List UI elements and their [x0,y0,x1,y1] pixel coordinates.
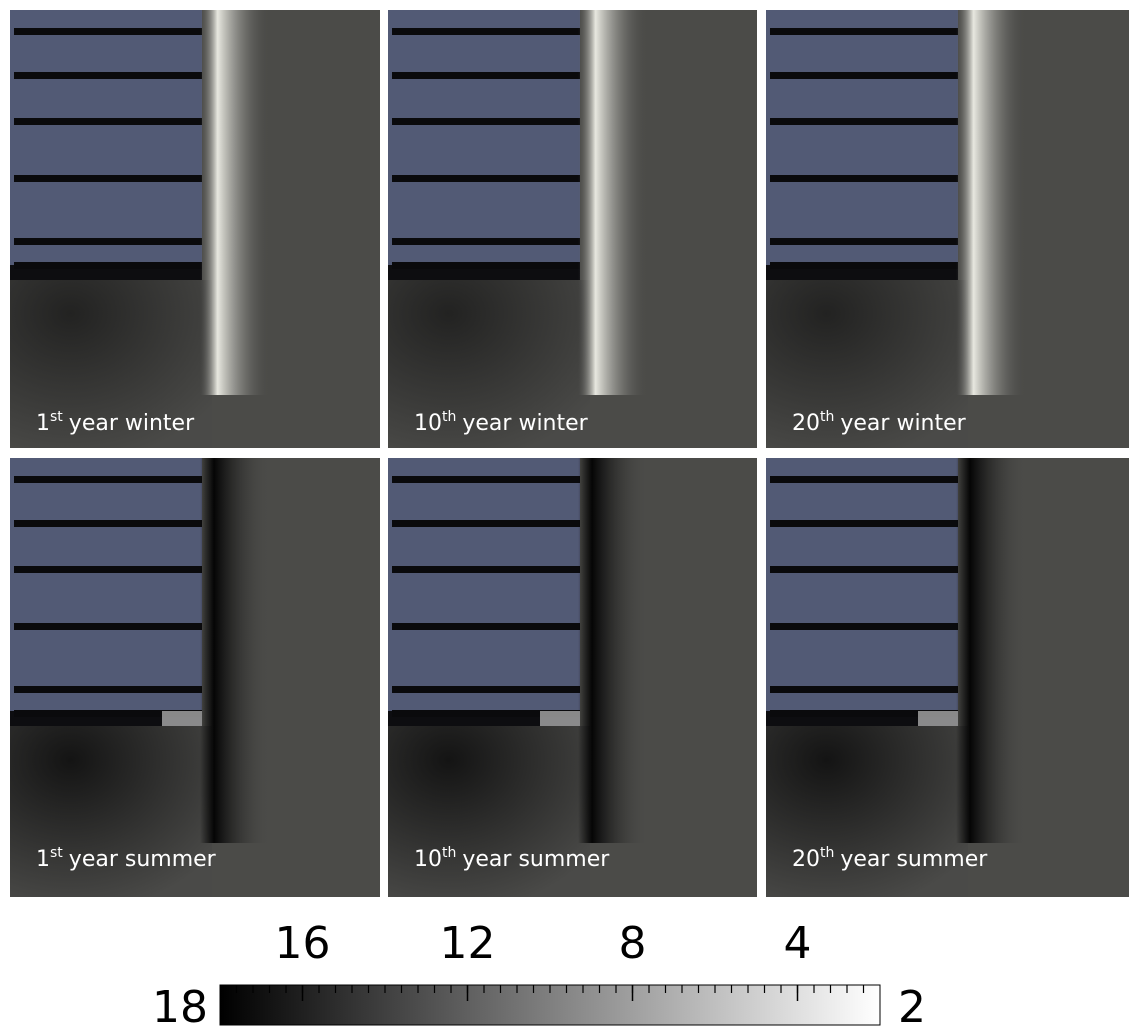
colorbar-end-label: 2 [898,982,926,1027]
label-suffix: th [442,845,456,861]
label-number: 1 [36,847,50,872]
label-number: 20 [792,847,820,872]
stripe [770,686,958,693]
label-number: 10 [414,847,442,872]
stripe [392,686,580,693]
edge-line [956,10,1026,395]
block [10,10,202,265]
corner-glow [918,711,958,726]
figure: 1styear winter10thyear winter20thyear wi… [0,0,1129,1027]
block [388,10,580,265]
stripe [770,476,958,483]
colorbar-tick-label: 8 [619,918,647,969]
stripe [14,686,202,693]
panel: 1st year summer [10,458,380,897]
edge-line [200,458,270,843]
colorbar-tick-label: 4 [784,918,812,969]
edge-line [578,458,648,843]
stripe [770,118,958,125]
stripe [770,262,958,269]
edge-line [200,10,270,395]
block [766,458,958,711]
panel-label: 10th year winter [414,409,589,436]
stripe [392,238,580,245]
stripe [14,566,202,573]
panel-label: 20th year winter [792,409,967,436]
stripe [392,520,580,527]
stripe [14,623,202,630]
stripe [14,72,202,79]
stripe [392,566,580,573]
label-suffix: st [50,409,63,425]
stripe [392,623,580,630]
stripe [392,118,580,125]
stripe [770,566,958,573]
stripe [770,238,958,245]
stripe [14,118,202,125]
figure-canvas: 1styear winter10thyear winter20thyear wi… [0,0,1129,1027]
colorbar-tick-label: 12 [440,918,496,969]
stripe [14,476,202,483]
block [766,10,958,265]
label-number: 20 [792,411,820,436]
label-suffix: th [442,409,456,425]
stripe [14,262,202,269]
label-text: year winter [462,411,588,436]
label-suffix: st [50,845,63,861]
panel: 10th year summer [388,458,757,897]
stripe [14,520,202,527]
edge-line [578,10,648,395]
stripe [770,520,958,527]
label-text: year summer [462,847,610,872]
stripe [770,175,958,182]
stripe [14,238,202,245]
stripe [770,623,958,630]
label-text: year summer [69,847,217,872]
stripe [392,28,580,35]
panel: 20th year winter [766,10,1129,448]
panel: 10th year winter [388,10,757,448]
label-text: year winter [840,411,966,436]
label-suffix: th [820,409,834,425]
stripe [392,476,580,483]
panel: 20th year summer [766,458,1129,897]
stripe [14,175,202,182]
corner-glow [162,711,202,726]
colorbar-tick-label: 16 [275,918,331,969]
block [388,458,580,711]
colorbar-end-label: 18 [152,982,208,1027]
stripe [14,28,202,35]
label-number: 1 [36,411,50,436]
stripe [392,262,580,269]
label-suffix: th [820,845,834,861]
label-text: year summer [840,847,988,872]
edge-line [956,458,1026,843]
label-text: year winter [69,411,195,436]
stripe [770,28,958,35]
label-number: 10 [414,411,442,436]
stripe [770,72,958,79]
panel: 1st year winter [10,10,380,448]
block [10,458,202,711]
stripe [392,72,580,79]
stripe [392,175,580,182]
corner-glow [540,711,580,726]
